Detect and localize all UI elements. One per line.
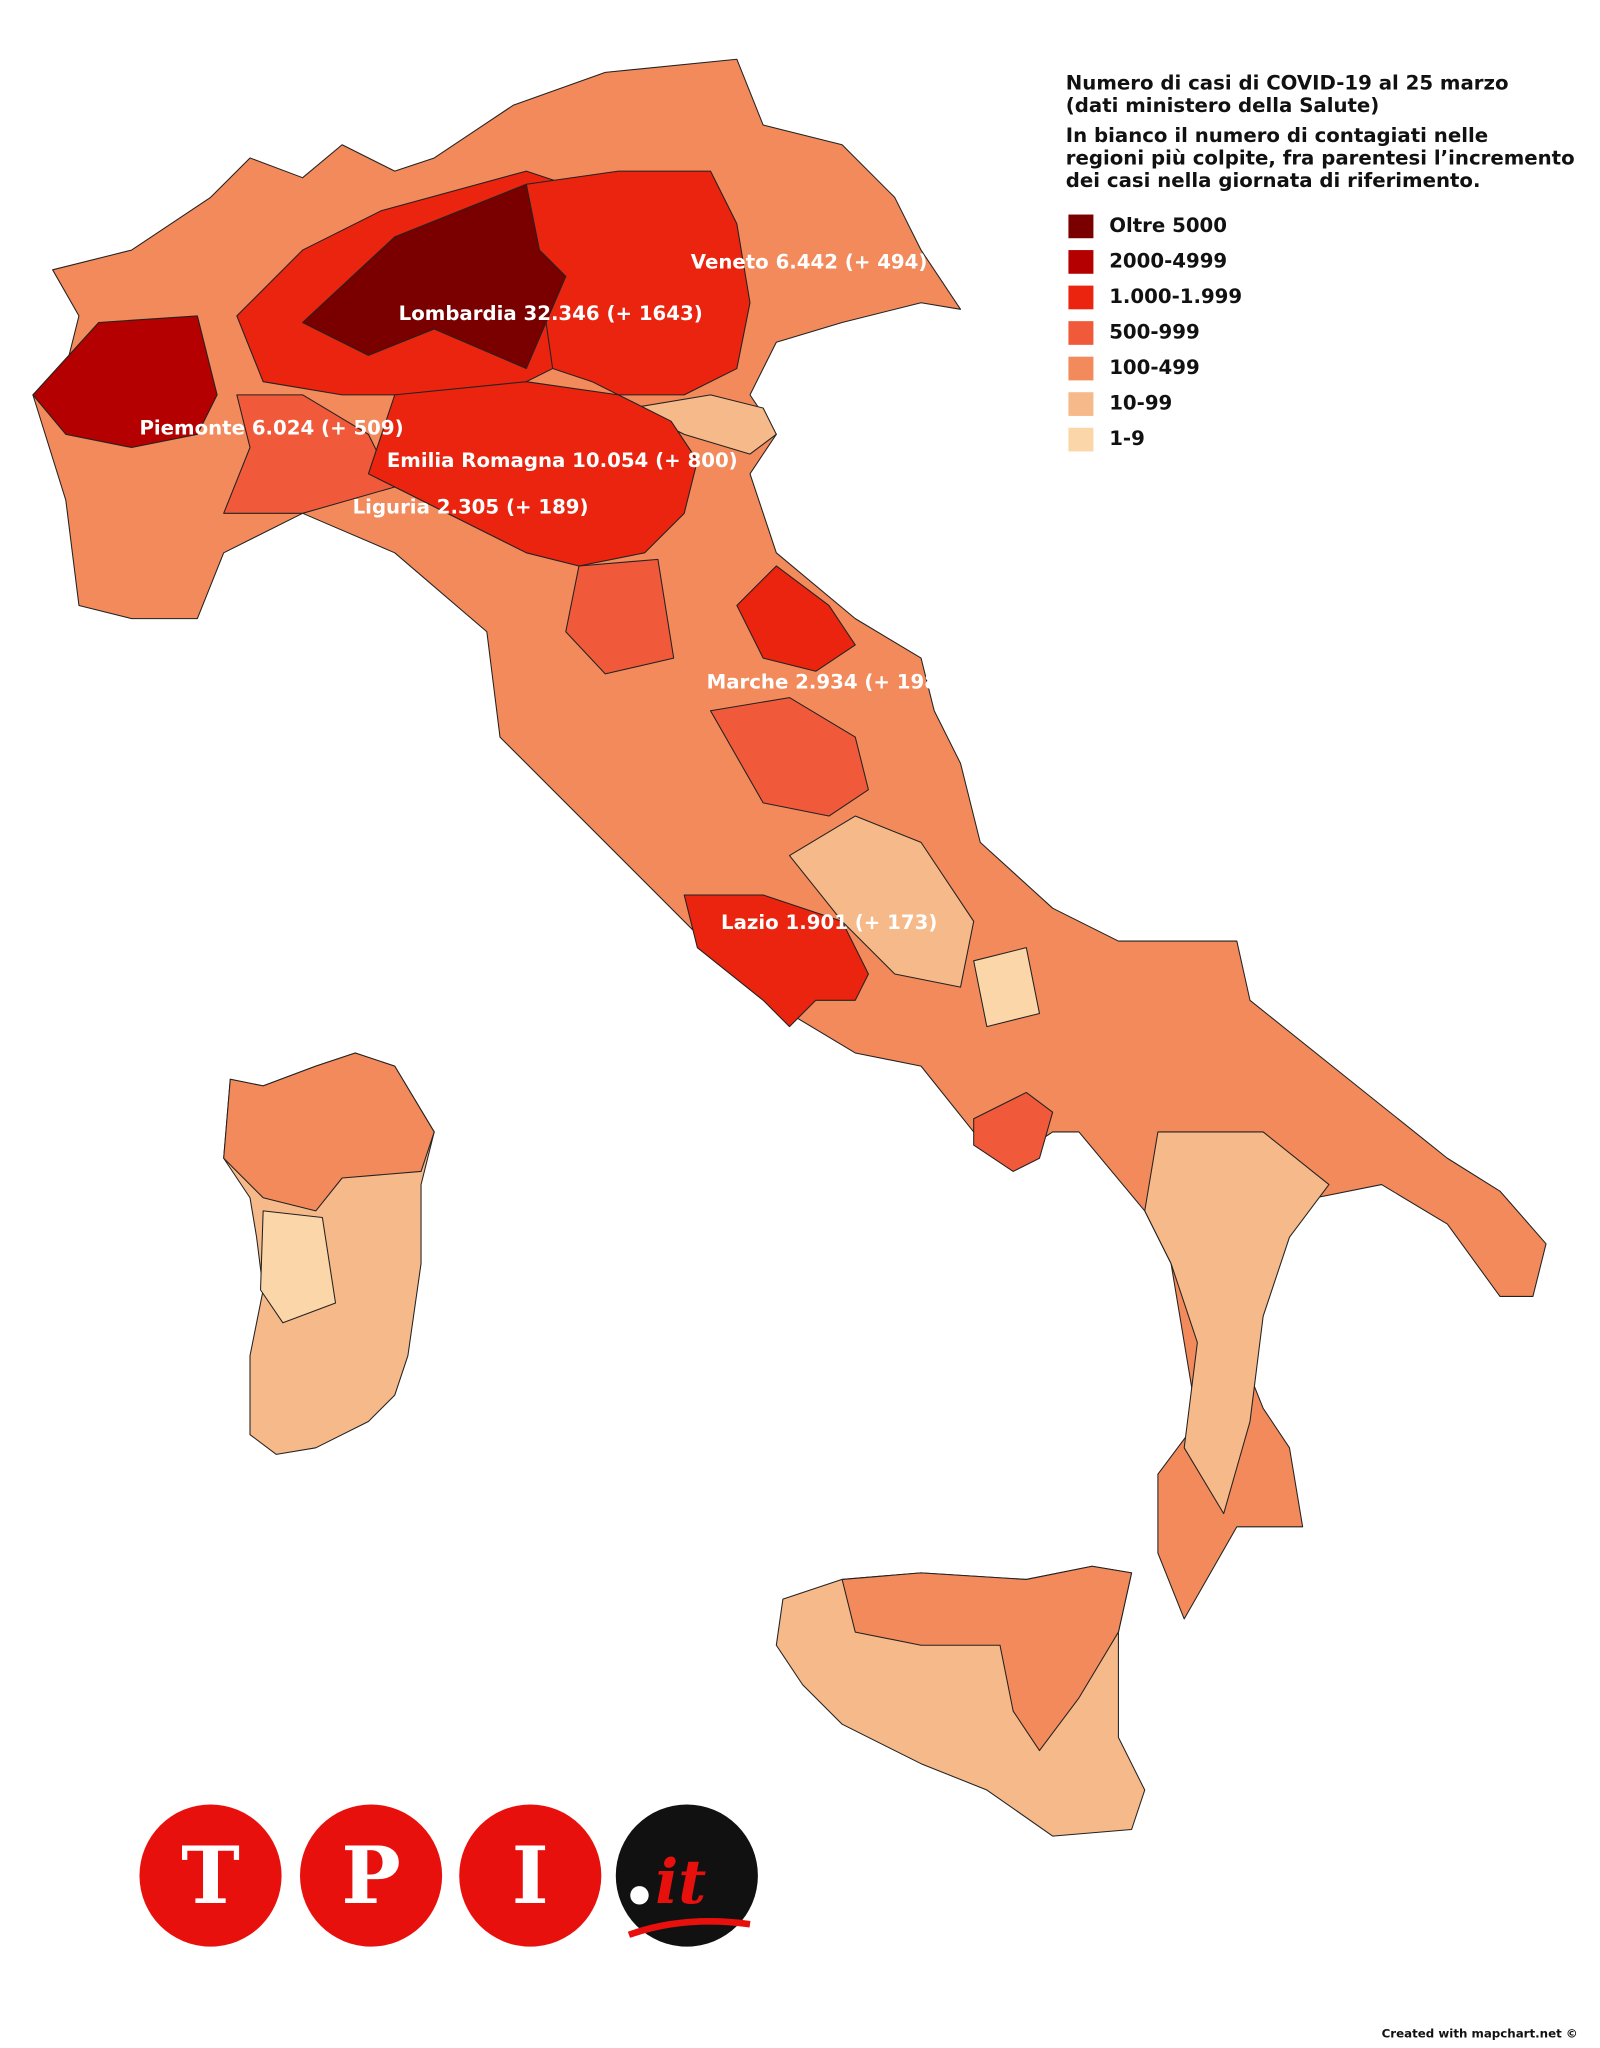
abruzzo-molise [788, 815, 975, 988]
sardinia-north [223, 1052, 435, 1212]
title-line: Numero di casi di COVID-19 al 25 marzo [1066, 71, 1509, 94]
veneto [525, 170, 751, 396]
logo-circle [139, 1804, 282, 1947]
region-label: Veneto 6.442 (+ 494) [691, 251, 928, 274]
legend-label: 10-99 [1109, 392, 1172, 415]
logo-letter: P [341, 1829, 400, 1922]
region-label: Lazio 1.901 (+ 173) [721, 911, 937, 934]
lazio [683, 894, 869, 1028]
logo-circle [459, 1804, 602, 1947]
umbria [710, 697, 869, 817]
south-light [1144, 1131, 1330, 1515]
subtitle-line: dei casi nella giornata di riferimento. [1066, 169, 1481, 192]
region-label: Piemonte 6.024 (+ 509) [139, 416, 403, 439]
region-label: Emilia Romagna 10.054 (+ 800) [387, 449, 738, 472]
logo-circle [615, 1804, 758, 1947]
legend-label: 1-9 [1109, 427, 1145, 450]
logo-letter: T [181, 1829, 240, 1922]
legend-label: Oltre 5000 [1109, 214, 1227, 237]
legend-label: 500-999 [1109, 320, 1200, 343]
legend: Oltre 5000 2000-4999 1.000-1.999 500-999 100… [1068, 214, 1242, 452]
legend-swatch [1068, 214, 1094, 239]
legend-label: 100-499 [1109, 356, 1200, 379]
logo: T P I it [139, 1804, 758, 1947]
legend-label: 1.000-1.999 [1109, 285, 1242, 308]
legend-swatch [1068, 356, 1094, 381]
sardinia-west [260, 1210, 337, 1324]
lombardia-top [302, 183, 567, 370]
region-label: Marche 2.934 (+ 198 ) [707, 670, 954, 693]
logo-swoosh [627, 1918, 751, 1938]
liguria [223, 394, 396, 514]
credit: Created with mapchart.net © [1382, 2026, 1578, 2040]
legend-swatch [1068, 321, 1094, 345]
map-shapes [32, 58, 1547, 1837]
logo-circle [300, 1804, 443, 1947]
legend-swatch [1068, 250, 1094, 274]
legend-swatch [1068, 392, 1094, 416]
region-label: Lombardia 32.346 (+ 1643) [399, 302, 703, 325]
subtitle-line: In bianco il numero di contagiati nelle [1066, 124, 1488, 147]
logo-suffix: it [655, 1847, 706, 1918]
logo-dot [630, 1886, 649, 1905]
legend-label: 2000-4999 [1109, 249, 1227, 272]
molise-small [973, 947, 1041, 1028]
sicily-north [841, 1565, 1133, 1752]
piemonte [32, 315, 218, 449]
subtitle-line: regioni più colpite, fra parentesi l’inc… [1066, 147, 1575, 170]
emilia-romagna [367, 381, 698, 567]
campania-napoli [973, 1091, 1054, 1172]
title-line: (dati ministero della Salute) [1066, 94, 1380, 117]
legend-swatch [1068, 427, 1094, 452]
region-label: Liguria 2.305 (+ 189) [353, 495, 589, 518]
romagna-coast [631, 394, 777, 455]
toscana-part [565, 558, 675, 675]
marche [736, 565, 856, 672]
legend-swatch [1068, 285, 1094, 310]
logo-letter: I [512, 1829, 549, 1922]
